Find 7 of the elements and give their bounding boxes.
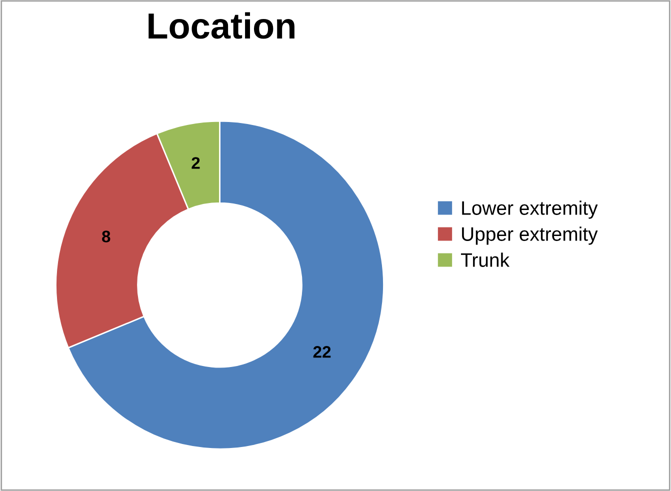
chart-title: Location xyxy=(148,12,294,39)
data-label: 2 xyxy=(192,157,200,169)
data-label: 8 xyxy=(102,230,110,242)
legend-label: Upper extremity xyxy=(462,226,598,245)
data-label: 22 xyxy=(313,346,331,358)
legend-label: Lower extremity xyxy=(462,200,598,219)
legend-label: Trunk xyxy=(460,252,510,267)
